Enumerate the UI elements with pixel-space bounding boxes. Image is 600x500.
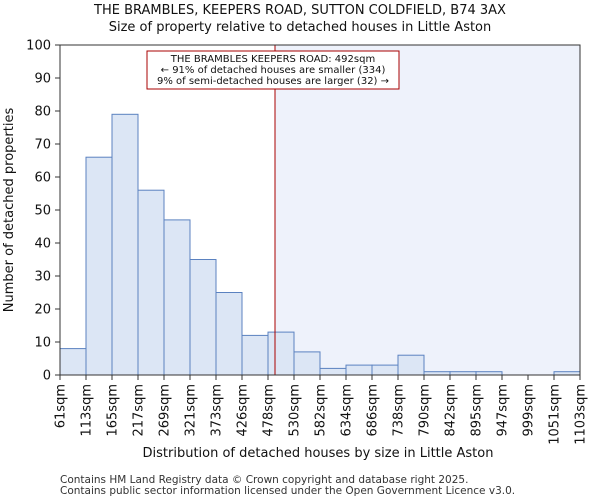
x-tick-label: 113sqm [80,384,95,437]
bar-686sqm [371,364,399,376]
x-tick-label: 426sqm [236,384,251,437]
x-tick-label: 165sqm [106,384,121,437]
annotation-frame [146,50,400,90]
bar-634sqm [345,364,373,376]
x-tick-label: 269sqm [158,384,173,437]
bar-530sqm [293,351,321,376]
bar-61sqm [59,348,87,376]
footer-line-2: Contains public sector information licen… [60,485,515,497]
x-tick-label: 947sqm [496,384,511,437]
annotation-line-1: THE BRAMBLES KEEPERS ROAD: 492sqm [170,54,375,65]
bar-373sqm [215,292,243,376]
y-tick-label: 20 [34,303,51,318]
x-tick-label: 321sqm [184,384,199,437]
larger-houses-region [275,45,580,375]
chart-title: THE BRAMBLES, KEEPERS ROAD, SUTTON COLDF… [93,3,506,18]
footer-line-1: Contains HM Land Registry data © Crown c… [60,474,468,486]
y-tick-label: 90 [34,72,51,87]
x-tick-label: 999sqm [522,384,537,437]
bar-113sqm [85,156,113,376]
y-tick-label: 30 [34,270,51,285]
x-tick-label: 530sqm [288,384,303,437]
bar-165sqm [111,113,139,376]
x-tick-label: 842sqm [444,384,459,437]
x-tick-label: 634sqm [340,384,355,437]
x-tick-label: 61sqm [54,384,69,428]
y-tick-label: 70 [34,138,51,153]
y-tick-label: 40 [34,237,51,252]
x-tick-label: 1051sqm [548,384,563,445]
bar-738sqm [397,354,425,376]
chart-subtitle: Size of property relative to detached ho… [109,20,492,35]
bar-217sqm [137,189,165,376]
x-tick-label: 217sqm [132,384,147,437]
bar-269sqm [163,219,191,376]
bar-321sqm [189,259,217,376]
x-tick-label: 1103sqm [574,384,589,445]
y-tick-label: 10 [34,336,51,351]
x-tick-label: 686sqm [366,384,381,437]
bars-group [59,113,581,376]
y-tick-label: 0 [43,369,51,384]
bar-478sqm [267,331,295,376]
annotation-box: THE BRAMBLES KEEPERS ROAD: 492sqm ← 91% … [146,50,400,90]
x-axis-label: Distribution of detached houses by size … [143,446,494,461]
bar-582sqm [319,367,347,376]
y-tick-label: 60 [34,171,51,186]
annotation-line-3: 9% of semi-detached houses are larger (3… [157,76,389,87]
x-tick-label: 895sqm [470,384,485,437]
x-tick-label: 582sqm [314,384,329,437]
y-axis-label: Number of detached properties [2,108,17,313]
x-axis-ticks: 61sqm 113sqm 165sqm 217sqm 269sqm 321sqm 373sq… [54,375,589,445]
x-tick-label: 790sqm [418,384,433,437]
y-tick-label: 100 [26,39,51,54]
annotation-line-2: ← 91% of detached houses are smaller (33… [161,65,386,76]
x-tick-label: 478sqm [262,384,277,437]
y-tick-label: 50 [34,204,51,219]
y-axis-ticks: 0 10 20 30 40 50 60 70 80 90 100 [26,39,60,384]
bar-426sqm [241,334,269,376]
x-tick-label: 373sqm [210,384,225,437]
y-tick-label: 80 [34,105,51,120]
x-tick-label: 738sqm [392,384,407,437]
